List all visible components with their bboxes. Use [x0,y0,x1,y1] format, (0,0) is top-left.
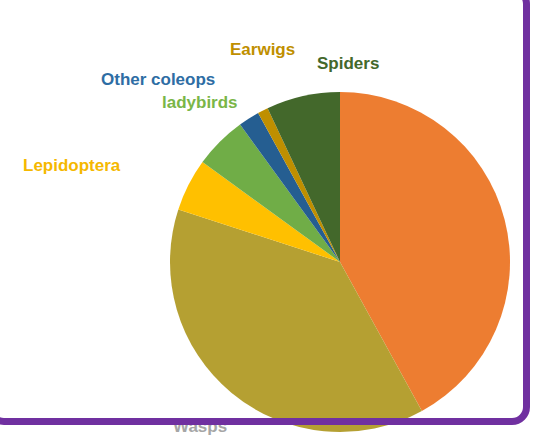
svg-text:Earwigs: Earwigs [230,40,295,59]
svg-text:Lepidoptera: Lepidoptera [23,156,121,175]
svg-text:Spiders: Spiders [317,54,379,73]
svg-text:ladybirds: ladybirds [162,93,238,112]
svg-text:Wasps: Wasps [173,417,227,436]
svg-text:Other coleops: Other coleops [101,70,215,89]
